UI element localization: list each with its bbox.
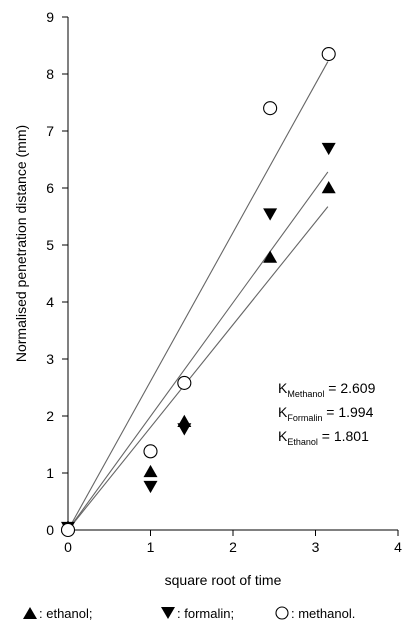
x-tick-label: 2 bbox=[229, 539, 237, 555]
legend-label: : formalin; bbox=[177, 606, 234, 621]
y-tick-label: 5 bbox=[46, 237, 54, 253]
point-circle-open bbox=[177, 375, 192, 390]
k-annotation: KMethanol = 2.609 bbox=[278, 380, 376, 399]
x-tick-label: 1 bbox=[147, 539, 155, 555]
y-tick-label: 7 bbox=[46, 123, 54, 139]
y-tick-label: 8 bbox=[46, 66, 54, 82]
y-tick-label: 3 bbox=[46, 351, 54, 367]
point-circle-open bbox=[263, 101, 278, 116]
x-tick-label: 4 bbox=[394, 539, 402, 555]
point-circle-open bbox=[143, 444, 158, 459]
fit-line-triangle-up bbox=[67, 206, 329, 531]
point-triangle-down bbox=[263, 208, 278, 221]
k-annotation: KFormalin = 1.994 bbox=[278, 404, 374, 423]
x-tick-label: 0 bbox=[64, 539, 72, 555]
fit-lines bbox=[67, 61, 329, 531]
legend-marker-ethanol bbox=[23, 607, 37, 619]
legend: : ethanol; : formalin; : methanol. bbox=[23, 606, 355, 621]
y-tick-label: 9 bbox=[46, 9, 54, 25]
point-triangle-up bbox=[143, 464, 158, 478]
k-annotation: KEthanol = 1.801 bbox=[278, 428, 369, 447]
point-circle-open bbox=[60, 522, 76, 538]
axes: 0 1 2 3 4 0 1 2 3 4 5 6 7 8 9 square root of time Normal… bbox=[13, 9, 402, 588]
point-circle-open bbox=[321, 46, 336, 62]
point-triangle-up bbox=[263, 250, 278, 263]
fit-line-triangle-down bbox=[67, 171, 329, 531]
legend-marker-formalin bbox=[161, 607, 175, 619]
y-tick-label: 4 bbox=[46, 294, 54, 310]
point-triangle-down bbox=[177, 423, 192, 436]
legend-marker-methanol bbox=[275, 606, 289, 620]
x-tick-label: 3 bbox=[312, 539, 320, 555]
point-triangle-down bbox=[321, 142, 336, 156]
y-tick-label: 0 bbox=[46, 522, 54, 538]
point-triangle-down bbox=[143, 480, 158, 494]
data-points bbox=[60, 46, 336, 538]
x-axis-title: square root of time bbox=[165, 572, 282, 588]
legend-label: : methanol. bbox=[291, 606, 355, 621]
fit-line-circle-open bbox=[67, 61, 329, 531]
legend-label: : ethanol; bbox=[39, 606, 93, 621]
y-tick-label: 2 bbox=[46, 408, 54, 424]
k-annotations: KMethanol = 2.609 KFormalin = 1.994 KEthan… bbox=[278, 380, 376, 447]
y-tick-label: 6 bbox=[46, 180, 54, 196]
y-tick-label: 1 bbox=[46, 465, 54, 481]
point-triangle-up bbox=[321, 181, 336, 194]
y-axis-title: Normalised penetration distance (mm) bbox=[13, 125, 29, 362]
